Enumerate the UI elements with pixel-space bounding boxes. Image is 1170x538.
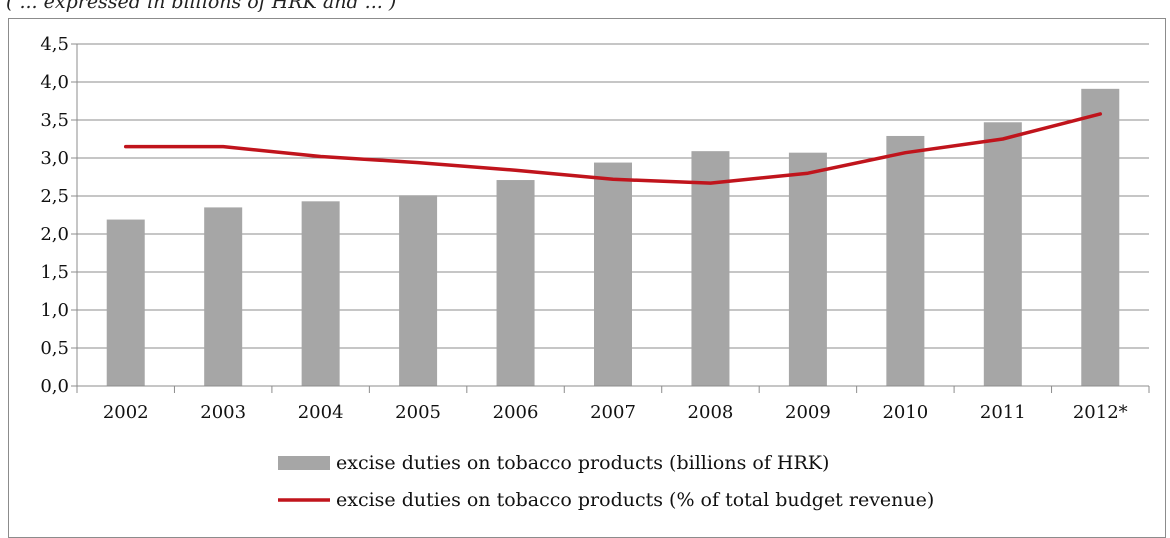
x-tick-label: 2010 [882, 402, 928, 423]
x-tick-label: 2012* [1073, 402, 1128, 423]
y-tick-label: 0,0 [40, 376, 69, 397]
y-tick-label: 0,5 [40, 338, 69, 359]
x-tick-label: 2008 [688, 402, 734, 423]
bar [302, 201, 340, 386]
legend-swatch-bar [278, 456, 330, 470]
x-tick-label: 2006 [493, 402, 539, 423]
x-tick-label: 2007 [590, 402, 636, 423]
bar [886, 136, 924, 386]
legend-label-bar: excise duties on tobacco products (billi… [336, 452, 829, 474]
bar [497, 180, 535, 386]
bar [691, 151, 729, 386]
bar-series [107, 89, 1120, 386]
bar [1081, 89, 1119, 386]
bar [107, 220, 145, 386]
x-tick-label: 2003 [200, 402, 246, 423]
bar [789, 153, 827, 386]
x-tick-label: 2009 [785, 402, 831, 423]
y-tick-label: 3,0 [40, 148, 69, 169]
y-tick-label: 1,5 [40, 262, 69, 283]
y-tick-label: 1,0 [40, 300, 69, 321]
bar [399, 195, 437, 386]
y-tick-label: 3,5 [40, 110, 69, 131]
x-tick-labels: 2002 2003 2004 2005 2006 2007 2008 2009 2010 2011… [103, 402, 1128, 423]
y-tick-label: 4,5 [40, 34, 69, 55]
legend: excise duties on tobacco products (billi… [278, 452, 934, 511]
y-tick-label: 2,5 [40, 186, 69, 207]
bar [204, 207, 242, 386]
x-tick-label: 2004 [298, 402, 344, 423]
legend-label-line: excise duties on tobacco products (% of … [336, 489, 934, 511]
x-tick-label: 2005 [395, 402, 441, 423]
bar [594, 163, 632, 386]
x-tick-label: 2011 [980, 402, 1026, 423]
y-tick-label: 4,0 [40, 72, 69, 93]
y-tick-labels: 0,0 0,5 1,0 1,5 2,0 2,5 3,0 3,5 4,0 4,5 [40, 34, 69, 397]
bar [984, 122, 1022, 386]
y-tick-label: 2,0 [40, 224, 69, 245]
x-tick-label: 2002 [103, 402, 149, 423]
